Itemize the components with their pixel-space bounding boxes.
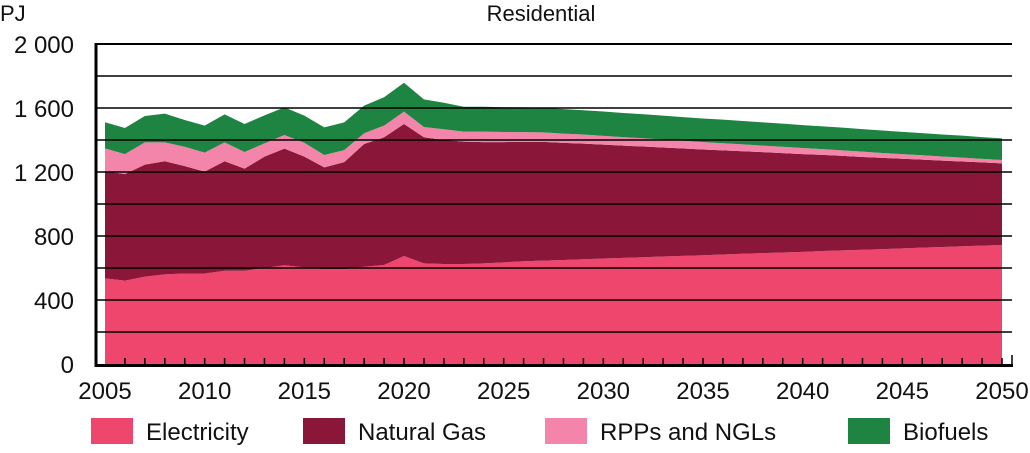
axes [94, 43, 1013, 367]
legend-swatch [545, 418, 587, 444]
area-electricity [105, 244, 1002, 364]
area-rpps-and-ngls [105, 111, 1002, 175]
legend-swatch [303, 418, 345, 444]
y-tick-label: 2 000 [14, 32, 74, 59]
y-tick-labels: 0 400 800 1 200 1 600 2 000 [14, 32, 74, 379]
legend-item-biofuels: Biofuels [848, 418, 988, 446]
x-tick-label: 2045 [876, 378, 929, 405]
legend-label: RPPs and NGLs [600, 419, 776, 446]
y-axis-label: PJ [0, 1, 26, 26]
y-tick-label: 1 200 [14, 160, 74, 187]
legend-swatch [848, 418, 890, 444]
x-tick-label: 2010 [178, 378, 231, 405]
y-tick-label: 1 600 [14, 96, 74, 123]
x-tick-label: 2015 [278, 378, 331, 405]
y-tick-label: 0 [61, 352, 74, 379]
legend-item-rpps-and-ngls: RPPs and NGLs [545, 418, 776, 446]
legend-label: Natural Gas [358, 419, 486, 446]
gridlines [96, 43, 1012, 333]
x-tick-label: 2020 [377, 378, 430, 405]
legend-label: Biofuels [903, 419, 988, 446]
y-tick-label: 800 [34, 224, 74, 251]
x-tick-labels: 2005 2010 2015 2020 2025 2030 2035 2040 2045 2050 [78, 378, 1028, 405]
area-natural-gas [105, 124, 1002, 281]
x-tick-label: 2040 [776, 378, 829, 405]
legend-swatch [91, 418, 133, 444]
legend-item-natural-gas: Natural Gas [303, 418, 486, 446]
x-tick-label: 2035 [676, 378, 729, 405]
x-tick-label: 2005 [78, 378, 131, 405]
x-tick-label: 2050 [975, 378, 1028, 405]
y-tick-label: 400 [34, 288, 74, 315]
x-tick-label: 2030 [577, 378, 630, 405]
areas [105, 82, 1002, 364]
legend: Electricity Natural Gas RPPs and NGLs Biofu… [91, 418, 988, 446]
legend-label: Electricity [146, 419, 249, 446]
chart-title: Residential [487, 1, 596, 26]
legend-item-electricity: Electricity [91, 418, 249, 446]
x-tick-label: 2025 [477, 378, 530, 405]
